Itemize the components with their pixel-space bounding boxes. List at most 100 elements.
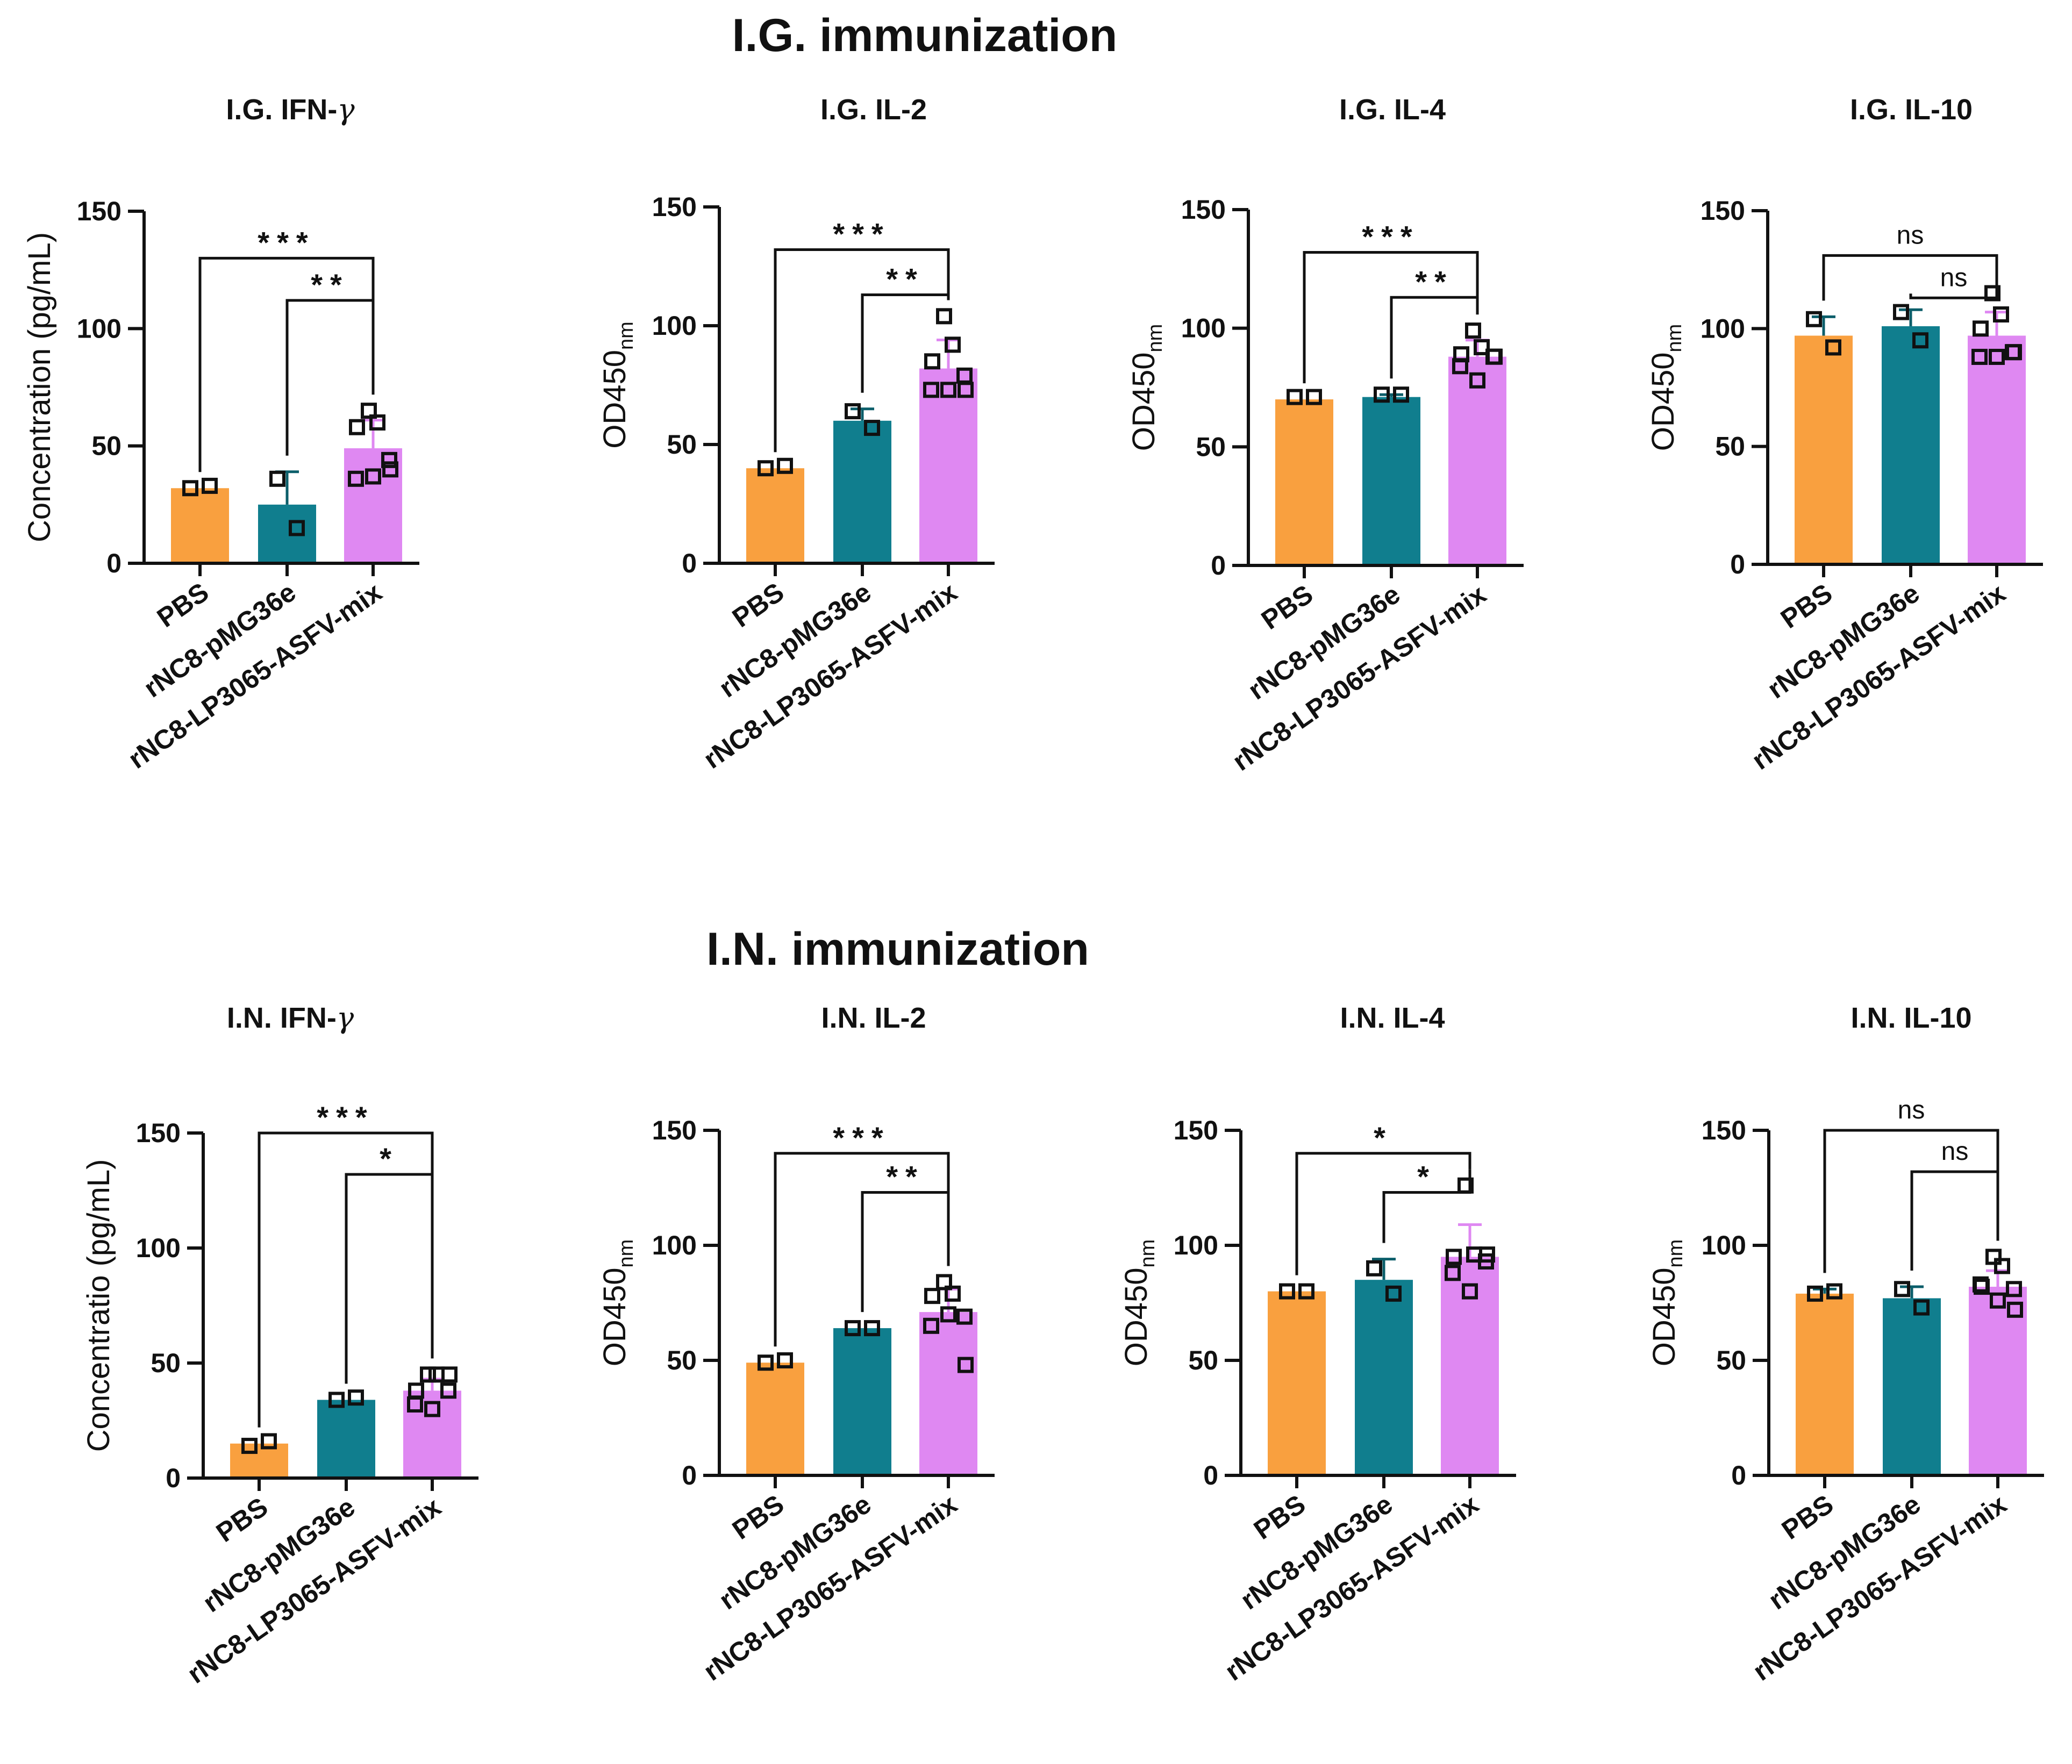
data-point	[1993, 306, 2009, 323]
bar	[1795, 335, 1853, 564]
y-tick-label: 50	[1196, 432, 1226, 462]
data-point	[1893, 304, 1909, 320]
bar	[1362, 397, 1420, 565]
data-point	[1452, 358, 1468, 375]
data-point	[1462, 1283, 1478, 1300]
data-point	[1985, 1249, 2002, 1265]
y-axis-label: OD450nm	[597, 1239, 638, 1367]
significance-label: **	[886, 262, 925, 296]
data-point	[441, 1366, 458, 1383]
y-tick-label: 0	[1731, 1460, 1746, 1490]
y-tick-label: 100	[1181, 313, 1226, 343]
data-point	[1973, 1276, 1989, 1293]
data-point	[369, 414, 385, 431]
chart-panel: I.G. IL-10050100150PBSrNC8-pMG36erNC8-LP…	[1646, 94, 2043, 776]
bar	[919, 368, 977, 563]
y-tick-label: 150	[652, 192, 697, 222]
data-point	[924, 353, 940, 370]
data-point	[1474, 339, 1490, 355]
data-point	[1971, 348, 1988, 365]
y-tick-label: 150	[652, 1115, 697, 1145]
data-point	[940, 382, 956, 398]
bar	[230, 1443, 288, 1478]
chart-panel: I.N. IL-4050100150PBSrNC8-pMG36erNC8-LP3…	[1119, 1002, 1516, 1687]
significance-bracket	[345, 1173, 434, 1384]
y-axis-label: Concentratio (pg/mL)	[81, 1159, 116, 1452]
data-point	[349, 419, 365, 435]
data-point	[945, 1285, 961, 1302]
y-tick-label: 0	[682, 548, 697, 578]
y-tick-label: 0	[166, 1463, 181, 1493]
data-point	[923, 1317, 939, 1334]
data-point	[1989, 348, 2005, 365]
y-tick-label: 0	[1211, 550, 1226, 580]
chart-panel: I.G. IFN-γ050100150PBSrNC8-pMG36erNC8-LP…	[22, 92, 419, 775]
bar	[1968, 335, 2026, 564]
chart-panel: I.N. IFN-γ050100150PBSrNC8-pMG36erNC8-LP…	[81, 1001, 478, 1689]
data-point	[365, 468, 381, 485]
data-point	[924, 1288, 940, 1304]
chart-panels: I.G. IFN-γ050100150PBSrNC8-pMG36erNC8-LP…	[22, 92, 2044, 1689]
data-point	[758, 460, 774, 477]
significance-bracket	[774, 248, 950, 453]
y-axis-label: Concentration (pg/mL)	[22, 232, 57, 542]
data-point	[2006, 344, 2022, 361]
data-point	[1374, 386, 1390, 403]
data-point	[382, 461, 398, 478]
significance-bracket	[861, 293, 950, 393]
y-tick-label: 100	[1174, 1230, 1218, 1260]
section-title-ig: I.G. immunization	[732, 10, 1118, 61]
data-point	[440, 1382, 456, 1399]
data-point	[845, 403, 861, 420]
y-axis-label: OD450nm	[1646, 324, 1686, 451]
data-point	[348, 470, 364, 487]
y-axis-label: OD450nm	[1647, 1239, 1687, 1367]
bar	[746, 1363, 804, 1475]
panel-title: I.G. IL-10	[1850, 94, 1973, 126]
bar	[1882, 326, 1940, 564]
data-point	[1465, 322, 1481, 339]
y-tick-label: 150	[77, 196, 122, 226]
data-point	[777, 1352, 793, 1368]
y-tick-label: 50	[1716, 1345, 1746, 1375]
panel-title: I.N. IL-2	[821, 1002, 926, 1034]
y-tick-label: 150	[1174, 1115, 1218, 1145]
category-label: PBS	[211, 1491, 273, 1548]
data-point	[261, 1433, 277, 1450]
section-title-in: I.N. immunization	[706, 923, 1089, 975]
significance-label: *	[1417, 1160, 1437, 1194]
panel-title: I.N. IL-10	[1850, 1002, 1971, 1034]
data-point	[1913, 1299, 1930, 1316]
y-tick-label: 150	[136, 1118, 181, 1148]
bar	[1448, 356, 1506, 565]
category-label: PBS	[1775, 578, 1838, 634]
significance-label: **	[886, 1160, 925, 1194]
panel-title: I.N. IFN-γ	[227, 1001, 354, 1035]
data-point	[945, 336, 961, 353]
data-point	[758, 1354, 774, 1371]
category-label: PBS	[1256, 579, 1318, 635]
category-label: PBS	[727, 577, 789, 633]
significance-bracket	[1822, 254, 1998, 301]
significance-label: **	[311, 268, 349, 302]
significance-label: ***	[833, 1121, 890, 1155]
category-label: PBS	[1776, 1489, 1839, 1545]
y-axis-label: OD450nm	[597, 321, 638, 449]
data-point	[958, 382, 974, 398]
bar	[403, 1390, 461, 1478]
data-point	[864, 1320, 880, 1337]
panel-title: I.G. IFN-γ	[226, 92, 355, 126]
y-tick-label: 150	[1702, 1115, 1746, 1145]
significance-bracket	[285, 299, 375, 456]
y-tick-label: 100	[652, 1230, 697, 1260]
significance-bracket	[1303, 250, 1479, 384]
bar	[833, 1328, 891, 1475]
bar	[919, 1312, 977, 1475]
panel-title: I.N. IL-4	[1340, 1002, 1445, 1034]
data-point	[940, 1306, 956, 1323]
data-point	[1298, 1283, 1314, 1300]
y-tick-label: 100	[1701, 313, 1745, 343]
category-label: PBS	[1248, 1489, 1311, 1545]
significance-label: ***	[1362, 219, 1419, 253]
